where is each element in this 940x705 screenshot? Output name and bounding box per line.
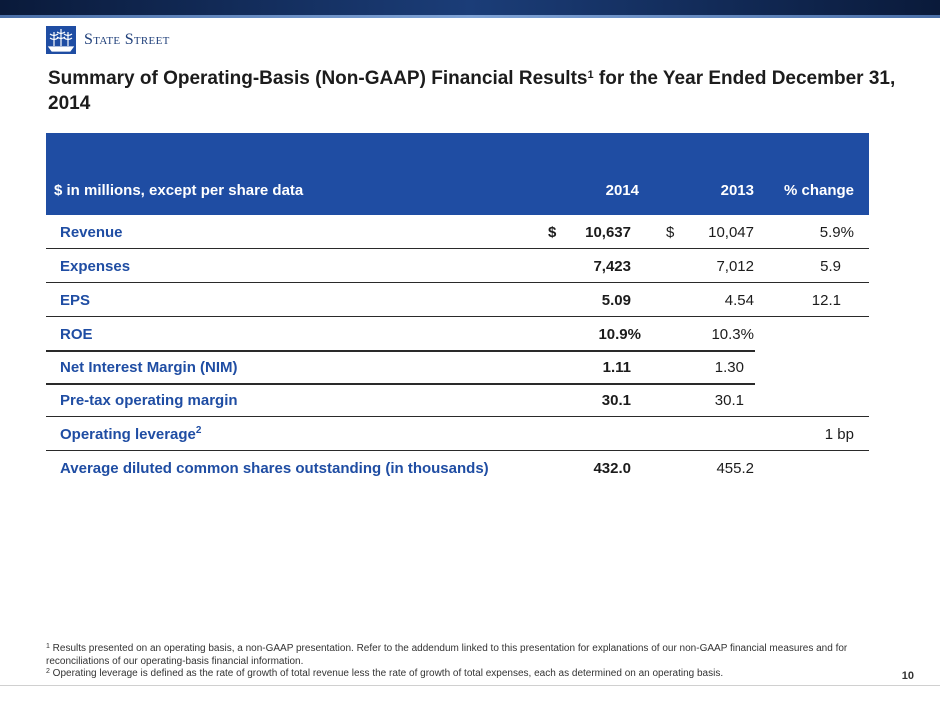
value-change: 12.1 — [811, 292, 841, 309]
value-2014: 1.11 — [602, 359, 631, 376]
brand-name: State Street — [84, 31, 170, 48]
title-footnote-ref: 1 — [587, 69, 594, 81]
table-header: $ in millions, except per share data 201… — [46, 133, 869, 215]
value-2014: 7,423 — [593, 258, 631, 275]
row-label-text: Operating leverage — [60, 426, 196, 443]
value-2013: 30.1 — [714, 392, 744, 409]
row-label: Expenses — [60, 258, 131, 275]
table-row: Revenue $ 10,637 $ 10,047 5.9% — [46, 215, 869, 249]
table-row: Operating leverage2 1 bp — [46, 417, 869, 451]
table-row: EPS 5.09 4.54 12.1 — [46, 283, 869, 317]
row-label: Pre-tax operating margin — [60, 392, 238, 409]
table-row: ROE 10.9% 10.3% — [46, 317, 869, 352]
footnote-text: Operating leverage is defined as the rat… — [49, 668, 724, 679]
footnote-text: Results presented on an operating basis,… — [46, 643, 848, 667]
ship-icon — [46, 26, 76, 54]
row-label: Revenue — [60, 224, 123, 241]
footnote: 1 Results presented on an operating basi… — [46, 643, 866, 668]
footnotes: 1 Results presented on an operating basi… — [46, 643, 866, 681]
value-2013: 10,047 — [708, 224, 754, 241]
title-main: Summary of Operating-Basis (Non-GAAP) Fi… — [48, 68, 588, 89]
value-2013: 10.3% — [711, 326, 754, 343]
table-row: Net Interest Margin (NIM) 1.11 1.30 — [46, 350, 869, 385]
page-title: Summary of Operating-Basis (Non-GAAP) Fi… — [48, 66, 908, 116]
value-2014: 432.0 — [593, 460, 631, 477]
table-row: Pre-tax operating margin 30.1 30.1 — [46, 383, 869, 417]
page-number: 10 — [901, 670, 914, 682]
value-2014: 10,637 — [585, 224, 631, 241]
header-2014: 2014 — [605, 182, 639, 199]
table-row: Average diluted common shares outstandin… — [46, 451, 869, 484]
value-2013: 4.54 — [724, 292, 754, 309]
financial-results-table: $ in millions, except per share data 201… — [46, 133, 869, 484]
row-footnote-ref: 2 — [195, 425, 202, 436]
footnote-marker: 2 — [46, 668, 50, 675]
value-2013: 7,012 — [716, 258, 754, 275]
brand-logo: State Street — [46, 25, 170, 55]
value-2014: 10.9% — [598, 326, 641, 343]
row-label: EPS — [60, 292, 91, 309]
value-change: 1 bp — [824, 426, 854, 443]
row-label: Operating leverage2 — [60, 425, 202, 444]
table-row: Expenses 7,423 7,012 5.9 — [46, 249, 869, 283]
value-change: 5.9 — [820, 258, 841, 275]
header-change: % change — [783, 182, 854, 199]
footnote-marker: 1 — [46, 643, 50, 650]
value-2013: 1.30 — [714, 359, 744, 376]
currency-2013: $ — [666, 224, 675, 241]
row-label: ROE — [60, 326, 93, 343]
footer-divider — [0, 685, 940, 686]
top-banner — [0, 0, 940, 18]
value-2013: 455.2 — [716, 460, 754, 477]
value-change: 5.9% — [819, 224, 854, 241]
value-2014: 5.09 — [601, 292, 631, 309]
row-label: Net Interest Margin (NIM) — [60, 359, 238, 376]
value-2014: 30.1 — [601, 392, 631, 409]
header-label: $ in millions, except per share data — [54, 182, 304, 199]
header-2013: 2013 — [720, 182, 754, 199]
currency-2014: $ — [548, 224, 557, 241]
title-rest: for the Year Ended December 31, 2014 — [48, 68, 896, 114]
footnote: 2 Operating leverage is defined as the r… — [46, 668, 866, 681]
row-label: Average diluted common shares outstandin… — [60, 460, 489, 477]
